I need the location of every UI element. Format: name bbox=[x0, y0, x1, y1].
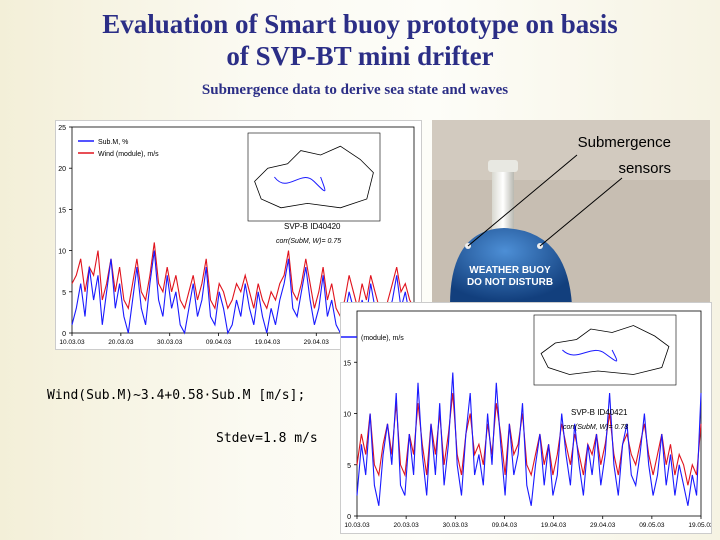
x-tick-label: 10.03.03 bbox=[344, 522, 370, 529]
legend-label: Sub.M, % bbox=[98, 139, 128, 146]
pointer-line-left bbox=[467, 154, 578, 247]
svgA-drift-track bbox=[274, 176, 326, 192]
svgB-coastline bbox=[540, 325, 670, 375]
svgB-drift-track bbox=[562, 349, 618, 362]
correlation-label: corr(SubM, W)= 0.78 bbox=[563, 424, 628, 431]
slide-title: Evaluation of Smart buoy prototype on ba… bbox=[0, 8, 720, 72]
y-tick-label: 0 bbox=[347, 514, 351, 521]
chart-40420-svg: 0 5 10 15 20 25 10.03.03 20.03.03 30.03.03 09.04.… bbox=[58, 125, 427, 346]
buoy-label-line2: DO NOT DISTURB bbox=[467, 277, 553, 288]
buoy-label-line1: WEATHER BUOY bbox=[469, 265, 551, 276]
svgA-coastline bbox=[254, 145, 374, 209]
y-tick-label: 5 bbox=[62, 290, 66, 297]
buoy-id-label: SVP-B ID40420 bbox=[284, 222, 341, 231]
y-tick-label: 0 bbox=[62, 331, 66, 338]
slide-title-line1: Evaluation of Smart buoy prototype on ba… bbox=[102, 9, 618, 39]
chart-40421-svg: 0 5 10 15 10.03.03 20.03.03 30.03.03 09.04.03 19… bbox=[341, 310, 714, 529]
x-tick-label: 20.03.03 bbox=[108, 339, 134, 346]
y-tick-label: 5 bbox=[347, 463, 351, 470]
buoy-photo: WEATHER BUOY DO NOT DISTURB bbox=[432, 120, 710, 305]
chart-submergence-40420: 0 5 10 15 20 25 10.03.03 20.03.03 30.03.03 09.04.… bbox=[55, 120, 427, 350]
chart-submergence-40421: 0 5 10 15 10.03.03 20.03.03 30.03.03 09.04.03 19… bbox=[340, 302, 714, 534]
x-tick-label: 09.05.03 bbox=[639, 522, 665, 529]
x-tick-label: 20.03.03 bbox=[393, 522, 419, 529]
stdev-label: Stdev=1.8 m/s bbox=[216, 431, 318, 446]
slide-subtitle: Submergence data to derive sea state and… bbox=[201, 82, 509, 98]
correlation-label: corr(SubM, W)= 0.75 bbox=[276, 238, 341, 245]
regression-formula: Wind(Sub.M)~3.4+0.58·Sub.M [m/s]; bbox=[47, 388, 306, 403]
y-tick-label: 15 bbox=[58, 207, 66, 214]
x-tick-label: 19.05.03 bbox=[688, 522, 711, 529]
y-tick-label: 20 bbox=[58, 166, 66, 173]
x-tick-label: 19.04.03 bbox=[541, 522, 567, 529]
x-tick-label: 19.04.03 bbox=[255, 339, 281, 346]
x-tick-label: 09.04.03 bbox=[206, 339, 232, 346]
series-line-wind bbox=[356, 392, 702, 486]
y-tick-label: 10 bbox=[343, 412, 351, 419]
x-tick-label: 30.03.03 bbox=[443, 522, 469, 529]
x-tick-label: 29.04.03 bbox=[304, 339, 330, 346]
y-tick-label: 15 bbox=[343, 360, 351, 367]
buoy-photo-svg: WEATHER BUOY DO NOT DISTURB bbox=[432, 120, 710, 305]
slide-title-line2: of SVP-BT mini drifter bbox=[226, 41, 494, 71]
x-tick-label: 09.04.03 bbox=[492, 522, 518, 529]
legend-label: (module), m/s bbox=[361, 335, 404, 342]
legend-label: Wind (module), m/s bbox=[98, 151, 159, 158]
sensors-label-line2: sensors bbox=[618, 160, 671, 177]
pointer-line-right bbox=[539, 177, 623, 247]
svgA-inset-map-frame bbox=[247, 132, 381, 222]
y-tick-label: 10 bbox=[58, 249, 66, 256]
x-tick-label: 29.04.03 bbox=[590, 522, 616, 529]
y-tick-label: 25 bbox=[58, 125, 66, 132]
buoy-id-label: SVP-B ID40421 bbox=[571, 408, 628, 417]
series-line-submergence bbox=[356, 372, 702, 506]
x-tick-label: 10.03.03 bbox=[59, 339, 85, 346]
x-tick-label: 30.03.03 bbox=[157, 339, 183, 346]
svgB-inset-map-frame bbox=[533, 314, 677, 386]
sensors-label-line1: Submergence bbox=[577, 134, 671, 151]
